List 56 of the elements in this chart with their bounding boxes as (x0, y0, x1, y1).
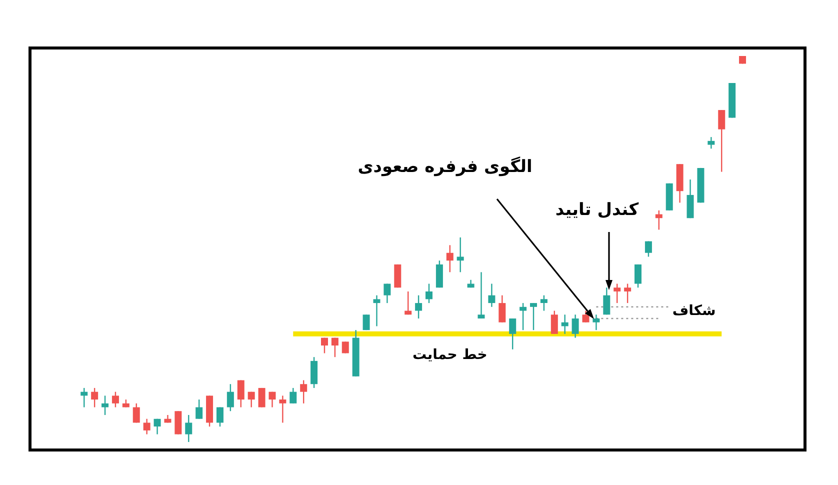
candlestick (686, 178, 694, 219)
candlestick (258, 387, 266, 408)
candlestick (154, 418, 161, 435)
candlestick (196, 398, 203, 420)
candlestick (143, 418, 150, 435)
candlestick (268, 391, 276, 408)
candlestick (550, 310, 558, 335)
candlestick (362, 314, 370, 331)
candlestick (80, 387, 88, 408)
candlestick (237, 380, 244, 408)
series-label: شکاف (672, 302, 716, 319)
candlestick (226, 384, 234, 412)
candlestick (415, 294, 422, 320)
candlestick (592, 314, 600, 331)
candlestick (290, 387, 297, 404)
candlestick (310, 356, 318, 389)
candlestick (488, 283, 496, 308)
candlestick (91, 387, 98, 408)
candlestick (561, 314, 568, 335)
candlestick (373, 294, 380, 327)
candlestick (530, 302, 538, 331)
annotation: کندل تایید (555, 200, 639, 220)
candlestick (320, 337, 328, 354)
candlestick (446, 244, 454, 273)
candlestick (300, 380, 308, 404)
candlestick (634, 264, 642, 288)
candlestick (384, 283, 391, 304)
candlestick (174, 410, 182, 435)
candlestick (216, 406, 224, 428)
candlestick (478, 272, 485, 320)
series-label: خط حمایت (412, 346, 488, 363)
candlestick (456, 236, 464, 273)
candlestick (614, 283, 621, 304)
candlestick (708, 136, 715, 150)
candlestick (279, 395, 286, 424)
candlestick (185, 414, 192, 443)
candlestick (112, 391, 119, 408)
candlestick (436, 260, 443, 288)
candlestick (624, 283, 632, 304)
candlestick (404, 290, 412, 316)
candlestick (102, 395, 109, 416)
candlestick (718, 109, 726, 172)
candlestick (644, 240, 652, 258)
candlestick (509, 318, 516, 350)
candlestick (520, 302, 527, 331)
candlestick (540, 294, 548, 312)
candlestick (331, 337, 338, 358)
candlestick (582, 310, 590, 323)
candlestick (425, 283, 432, 304)
candlestick (248, 391, 255, 408)
candlestick (132, 402, 140, 424)
annotation: الگوی فرفره صعودی (358, 156, 532, 177)
candlestick (572, 314, 579, 338)
candlestick (603, 287, 610, 316)
candlestick (498, 294, 506, 323)
candlestick (655, 210, 662, 230)
